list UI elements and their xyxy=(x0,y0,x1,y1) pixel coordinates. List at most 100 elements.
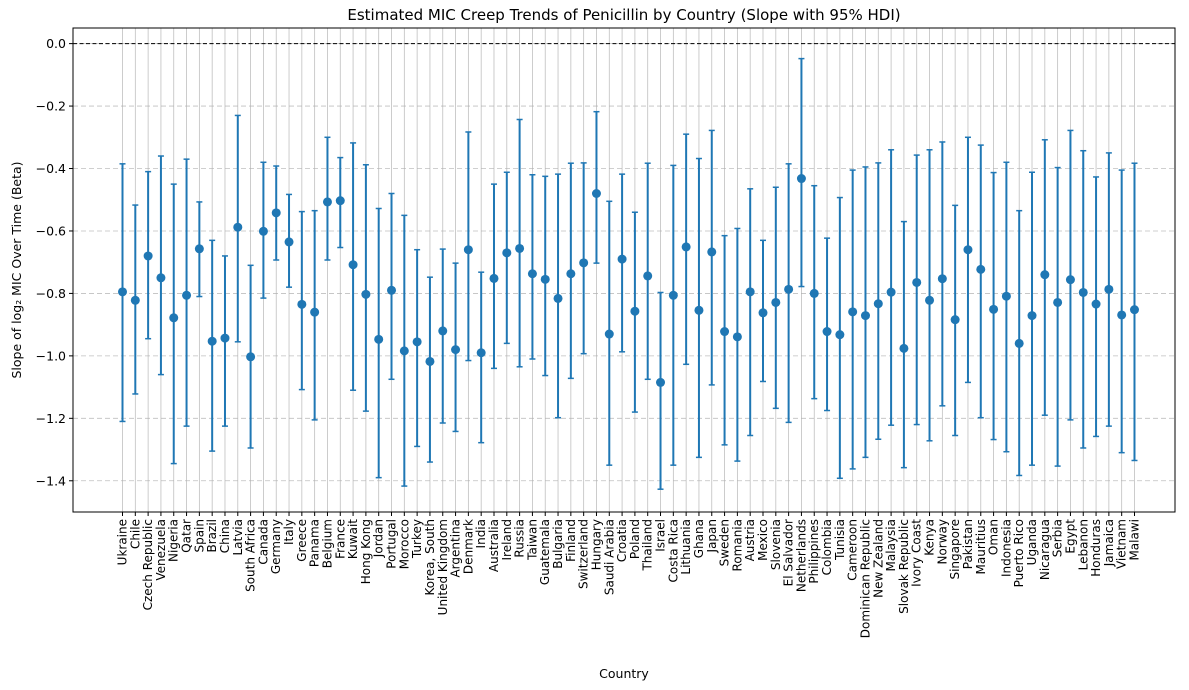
x-tick-label: Indonesia xyxy=(999,519,1013,577)
x-tick-label: Saudi Arabia xyxy=(602,519,616,595)
data-point xyxy=(207,336,217,346)
data-point xyxy=(553,293,563,303)
x-tick-label: Dominican Republic xyxy=(858,519,872,638)
x-tick-label: Taiwan xyxy=(525,519,539,561)
x-tick-label: Honduras xyxy=(1089,519,1103,577)
data-point xyxy=(502,248,512,258)
x-tick-label: Poland xyxy=(628,519,642,559)
x-tick-label: Brazil xyxy=(205,519,219,553)
data-point xyxy=(681,242,691,252)
x-tick-label: Slovenia xyxy=(769,519,783,570)
data-point xyxy=(860,311,870,321)
data-point xyxy=(118,287,127,297)
y-tick-label: −0.8 xyxy=(36,286,66,301)
data-point xyxy=(463,245,473,255)
data-point xyxy=(1129,305,1139,315)
data-point xyxy=(566,269,576,279)
x-tick-label: Italy xyxy=(282,519,296,545)
data-point xyxy=(1117,310,1127,320)
x-tick-label: Cameroon xyxy=(846,519,860,581)
x-tick-label: Sweden xyxy=(718,519,732,566)
x-tick-label: Switzerland xyxy=(577,519,591,589)
data-point xyxy=(668,290,678,300)
x-tick-label: El Salvador xyxy=(782,519,796,586)
x-tick-label: Jamaica xyxy=(1102,519,1116,567)
x-tick-label: Panama xyxy=(308,519,322,567)
data-point xyxy=(809,288,819,298)
data-point xyxy=(963,245,973,255)
data-point xyxy=(784,284,794,294)
data-point xyxy=(1065,275,1075,285)
data-point xyxy=(425,356,435,366)
x-tick-label: China xyxy=(218,519,232,553)
x-tick-label: Nicaragua xyxy=(1038,519,1052,580)
data-point xyxy=(322,197,332,207)
data-point xyxy=(745,287,755,297)
x-tick-label: Tunisia xyxy=(833,519,847,561)
data-point xyxy=(822,327,832,337)
y-tick-label: −0.6 xyxy=(36,223,66,238)
x-tick-label: Qatar xyxy=(180,519,194,553)
data-point xyxy=(438,326,448,336)
data-point xyxy=(387,285,397,295)
x-tick-label: Canada xyxy=(256,519,270,565)
data-point xyxy=(873,299,883,309)
x-tick-label: Vietnam xyxy=(1115,519,1129,569)
x-tick-label: United Kingdom xyxy=(436,519,450,615)
x-tick-label: Hong Kong xyxy=(359,519,373,584)
data-point xyxy=(310,307,320,317)
data-point xyxy=(1014,338,1024,348)
x-tick-label: Australia xyxy=(487,519,501,572)
x-tick-label: Ukraine xyxy=(116,519,130,565)
data-point xyxy=(796,174,806,184)
data-point xyxy=(169,313,179,323)
x-tick-label: Oman xyxy=(987,519,1001,555)
x-tick-label: Hungary xyxy=(589,519,603,570)
x-tick-label: Turkey xyxy=(410,519,424,559)
data-point xyxy=(950,315,960,325)
x-tick-label: Norway xyxy=(935,519,949,565)
x-tick-label: Romania xyxy=(730,519,744,571)
x-tick-label: Serbia xyxy=(1051,519,1065,557)
x-tick-label: New Zealand xyxy=(871,519,885,598)
x-tick-label: Egypt xyxy=(1063,519,1077,554)
data-point xyxy=(732,332,742,342)
y-axis-label: Slope of log₂ MIC Over Time (Beta) xyxy=(9,161,24,378)
y-tick-label: 0.0 xyxy=(46,36,66,51)
x-tick-label: Kenya xyxy=(923,519,937,556)
x-tick-label: Austria xyxy=(743,519,757,561)
x-tick-label: Portugal xyxy=(385,519,399,569)
plot-frame xyxy=(72,27,1176,513)
x-tick-label: Malaysia xyxy=(884,519,898,571)
x-tick-label: Venezuela xyxy=(154,519,168,581)
data-point xyxy=(617,254,627,264)
x-tick-label: Nigeria xyxy=(167,519,181,562)
x-axis-label: Country xyxy=(599,666,649,681)
x-tick-label: Belgium xyxy=(320,519,334,568)
data-marks xyxy=(118,57,1139,490)
data-point xyxy=(297,299,307,309)
x-tick-label: Slovak Republic xyxy=(897,519,911,614)
x-tick-label: Ghana xyxy=(692,519,706,558)
data-point xyxy=(720,327,730,337)
y-axis: 0.0 −0.2 −0.4 −0.6 −0.8 −1.0 −1.2 −1.4 xyxy=(36,36,73,488)
x-tick-label: Finland xyxy=(564,519,578,562)
data-point xyxy=(656,377,666,387)
data-point xyxy=(515,243,525,253)
x-tick-label: Guatemala xyxy=(538,519,552,585)
data-point xyxy=(271,208,281,218)
data-point xyxy=(130,295,140,305)
x-tick-label: Puerto Rico xyxy=(1012,519,1026,587)
y-tick-label: −0.4 xyxy=(36,161,66,176)
data-point xyxy=(143,251,153,261)
x-tick-label: Czech Republic xyxy=(141,519,155,610)
data-point xyxy=(540,274,550,284)
x-tick-label: Russia xyxy=(513,519,527,558)
data-point xyxy=(412,337,422,347)
data-point xyxy=(1027,311,1037,321)
data-point xyxy=(1001,291,1011,301)
data-point xyxy=(451,345,461,355)
data-point xyxy=(1040,270,1050,280)
